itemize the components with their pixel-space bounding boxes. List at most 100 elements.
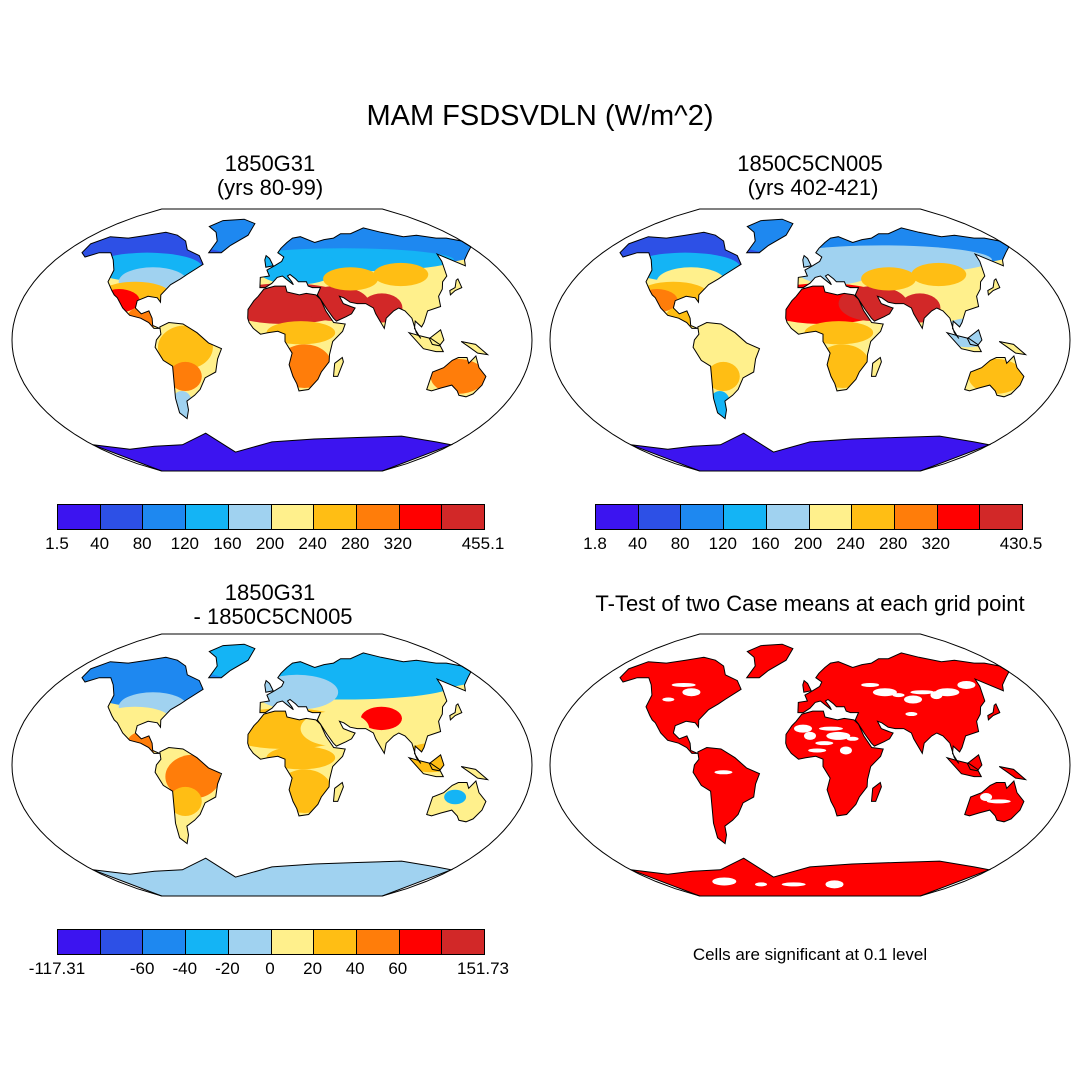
coastline-newguinea	[460, 766, 490, 781]
panel-title-ttest: T-Test of two Case means at each grid po…	[545, 592, 1075, 616]
value-region	[360, 706, 402, 731]
colorbar-label: 60	[388, 959, 408, 978]
colorbar-label: -20	[215, 959, 240, 978]
colorbar-label: 280	[879, 534, 908, 553]
insignificant-cell	[980, 793, 993, 802]
colorbar-swatch	[809, 505, 853, 529]
figure-title: MAM FSDSVDLN (W/m^2)	[366, 100, 714, 132]
colorbar-label: 80	[132, 534, 152, 553]
coastline-uk	[802, 254, 812, 268]
coastline-borneo	[428, 753, 445, 772]
value-region	[695, 325, 751, 370]
value-region	[157, 325, 213, 370]
coastline-australia	[426, 355, 487, 398]
insignificant-cell	[662, 697, 675, 702]
land-fill	[82, 219, 488, 471]
coastline-borneo	[428, 328, 445, 347]
value-region	[323, 267, 378, 291]
value-region	[941, 318, 997, 348]
colorbar-1850g31	[57, 504, 485, 530]
insignificant-cell	[808, 748, 827, 753]
coastline-samerica	[154, 321, 223, 420]
colorbar-label: 1.5	[45, 534, 69, 553]
value-region	[168, 361, 202, 391]
insignificant-cell	[815, 741, 834, 746]
coastline-greenland	[207, 218, 256, 254]
colorbar-swatch	[186, 930, 229, 954]
insignificant-cell	[804, 731, 816, 740]
colorbar-label: 320	[383, 534, 412, 553]
colorbar-difference	[57, 929, 485, 955]
insignificant-cell	[818, 726, 843, 731]
significance-note: Cells are significant at 0.1 level	[692, 945, 928, 964]
colorbar-swatch	[596, 505, 639, 529]
colorbar-label: -117.31	[28, 959, 86, 978]
colorbar-label: 320	[921, 534, 950, 553]
value-region	[444, 789, 467, 805]
colorbar-label: 120	[170, 534, 199, 553]
colorbar-swatch	[638, 505, 682, 529]
value-region	[82, 845, 488, 896]
colorbar-swatch	[681, 505, 725, 529]
insignificant-cell	[755, 882, 768, 887]
coastline-japan	[987, 703, 1001, 721]
colorbar-swatch	[314, 930, 357, 954]
colorbar-label: 160	[213, 534, 242, 553]
value-region	[373, 262, 429, 287]
coastline-antarctica	[92, 432, 454, 472]
map-1850g31	[11, 208, 533, 472]
colorbar-swatch	[766, 505, 810, 529]
coastline-antarctica	[92, 857, 454, 897]
coastline-africa	[247, 285, 346, 392]
land-fill	[82, 644, 488, 896]
coastline-borneo	[966, 328, 983, 347]
coastline-namerica	[81, 656, 204, 754]
coastline-samerica	[154, 746, 223, 845]
panel-title-1850c5cn005: 1850C5CN005 (yrs 402-421)	[650, 152, 970, 200]
coastline-japan	[449, 278, 463, 296]
colorbar-label: 20	[303, 959, 323, 978]
coastline-australia	[426, 780, 487, 823]
map-difference	[11, 633, 533, 897]
coastline-uk	[264, 254, 274, 268]
panel-title-line1: T-Test of two Case means at each grid po…	[595, 591, 1025, 616]
insignificant-cell	[682, 688, 701, 697]
insignificant-cell	[957, 680, 976, 689]
colorbar-swatch	[937, 505, 981, 529]
value-region	[266, 321, 336, 345]
insignificant-cell	[826, 731, 851, 740]
colorbar-label: 80	[670, 534, 690, 553]
value-region	[911, 262, 967, 287]
insignificant-cell	[935, 688, 960, 697]
colorbar-swatch	[356, 505, 400, 529]
panel-title-line2: - 1850C5CN005	[187, 604, 353, 629]
insignificant-cell	[872, 688, 897, 697]
value-region	[815, 344, 871, 389]
colorbar-1850c5cn005	[595, 504, 1023, 530]
coastline-madagascar	[870, 781, 882, 802]
land-fill	[620, 219, 1026, 471]
colorbar-swatch	[314, 505, 357, 529]
coastline-africa	[785, 710, 884, 817]
value-region	[708, 390, 731, 421]
colorbar-swatch	[271, 930, 315, 954]
colorbar-swatch	[228, 930, 272, 954]
coastline-samerica	[692, 746, 761, 845]
value-region	[620, 420, 1026, 471]
colorbar-label: 200	[793, 534, 823, 553]
colorbar-label: 0	[265, 959, 275, 978]
value-region	[100, 706, 170, 731]
coastline-borneo	[966, 753, 983, 772]
coastline-japan	[449, 703, 463, 721]
colorbar-swatch	[271, 505, 315, 529]
panel-title-line1: 1850G31	[224, 151, 316, 176]
colorbar-swatch	[399, 930, 443, 954]
colorbar-swatch	[186, 505, 229, 529]
panel-title-line2: (yrs 80-99)	[216, 175, 324, 200]
value-region	[706, 361, 740, 391]
colorbar-swatch	[228, 505, 272, 529]
colorbar-swatch	[980, 505, 1023, 529]
coastline-africa	[785, 285, 884, 392]
colorbar-swatch	[100, 930, 144, 954]
insignificant-cell	[794, 724, 813, 733]
